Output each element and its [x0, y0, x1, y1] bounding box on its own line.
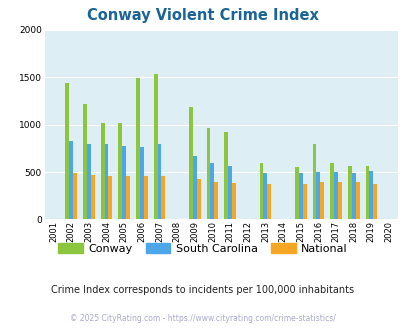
Bar: [224, 132, 228, 219]
Bar: [196, 179, 200, 219]
Bar: [333, 172, 337, 219]
Bar: [355, 182, 359, 219]
Text: © 2025 CityRating.com - https://www.cityrating.com/crime-statistics/: © 2025 CityRating.com - https://www.city…: [70, 314, 335, 323]
Bar: [373, 184, 376, 219]
Bar: [188, 107, 192, 219]
Bar: [298, 173, 302, 219]
Bar: [157, 145, 161, 219]
Bar: [69, 141, 73, 219]
Legend: Conway, South Carolina, National: Conway, South Carolina, National: [53, 239, 352, 258]
Text: Conway Violent Crime Index: Conway Violent Crime Index: [87, 8, 318, 23]
Bar: [232, 183, 235, 219]
Bar: [104, 145, 108, 219]
Bar: [351, 173, 355, 219]
Bar: [65, 83, 69, 219]
Bar: [337, 182, 341, 219]
Bar: [73, 173, 77, 219]
Bar: [259, 163, 263, 219]
Bar: [214, 182, 218, 219]
Bar: [100, 123, 104, 219]
Bar: [153, 74, 157, 219]
Bar: [312, 144, 315, 219]
Bar: [161, 176, 165, 219]
Bar: [91, 175, 94, 219]
Bar: [347, 166, 351, 219]
Bar: [108, 176, 112, 219]
Bar: [364, 166, 369, 219]
Bar: [126, 176, 130, 219]
Bar: [315, 172, 320, 219]
Bar: [87, 144, 91, 219]
Bar: [122, 147, 126, 219]
Text: Crime Index corresponds to incidents per 100,000 inhabitants: Crime Index corresponds to incidents per…: [51, 285, 354, 295]
Bar: [302, 184, 306, 219]
Bar: [143, 176, 147, 219]
Bar: [136, 78, 139, 219]
Bar: [139, 148, 143, 219]
Bar: [294, 167, 298, 219]
Bar: [267, 184, 271, 219]
Bar: [263, 173, 267, 219]
Bar: [329, 163, 333, 219]
Bar: [369, 171, 373, 219]
Bar: [192, 156, 196, 219]
Bar: [83, 104, 87, 219]
Bar: [228, 166, 232, 219]
Bar: [206, 128, 210, 219]
Bar: [118, 123, 122, 219]
Bar: [210, 163, 214, 219]
Bar: [320, 182, 324, 219]
